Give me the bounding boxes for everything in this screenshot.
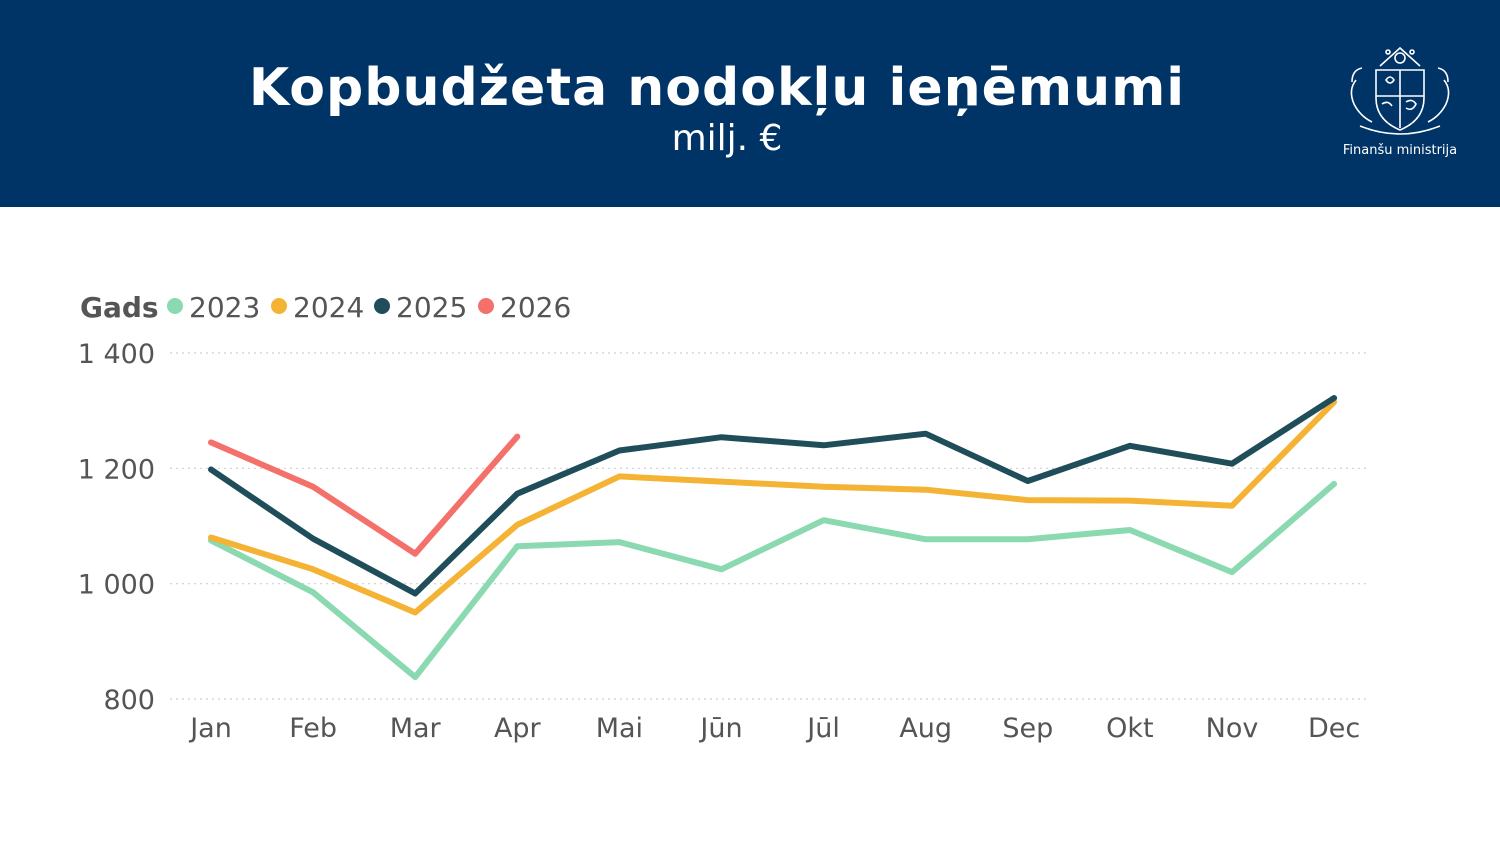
x-tick-label: Dec xyxy=(1308,713,1360,744)
x-tick-label: Sep xyxy=(1002,713,1053,744)
series-lines xyxy=(208,395,1338,681)
x-axis-ticks: Jan Feb Mar Apr Mai Jūn Jūl Aug Sep Okt Nov Dec xyxy=(188,713,1360,744)
x-tick-label: Aug xyxy=(899,713,952,744)
y-tick-label: 800 xyxy=(103,685,155,716)
legend-marker-2025 xyxy=(374,298,390,314)
y-tick-label: 1 400 xyxy=(78,339,155,370)
x-tick-label: Feb xyxy=(289,713,337,744)
legend-title: Gads xyxy=(80,291,159,324)
legend: Gads 2023 2024 2025 2026 xyxy=(80,291,571,324)
x-tick-label: Mar xyxy=(390,713,442,744)
legend-marker-2024 xyxy=(271,298,287,314)
coat-of-arms-icon xyxy=(1350,46,1450,135)
header-banner: Kopbudžeta nodokļu ieņēmumi milj. € xyxy=(0,0,1500,207)
legend-label-2025: 2025 xyxy=(396,291,467,324)
series-line-2023 xyxy=(208,480,1338,681)
x-tick-label: Mai xyxy=(596,713,643,744)
line-chart: Gads 2023 2024 2025 2026 800 1 000 1 200 1 400… xyxy=(78,291,1370,744)
gridlines xyxy=(170,352,1370,700)
y-axis-ticks: 800 1 000 1 200 1 400 xyxy=(78,339,155,716)
x-tick-label: Jan xyxy=(188,713,232,744)
y-tick-label: 1 000 xyxy=(78,570,155,601)
legend-marker-2026 xyxy=(478,298,494,314)
ministry-logo: Finanšu ministrija xyxy=(1330,40,1470,165)
page-title: Kopbudžeta nodokļu ieņēmumi xyxy=(248,58,1186,118)
legend-label-2024: 2024 xyxy=(293,291,364,324)
series-line-2024 xyxy=(208,399,1338,616)
legend-label-2023: 2023 xyxy=(189,291,260,324)
y-tick-label: 1 200 xyxy=(78,454,155,485)
series-line-2026 xyxy=(208,433,521,557)
x-tick-label: Jūl xyxy=(805,713,840,744)
page-subtitle: milj. € xyxy=(671,118,783,159)
legend-label-2026: 2026 xyxy=(500,291,571,324)
x-tick-label: Okt xyxy=(1106,713,1153,744)
legend-marker-2023 xyxy=(167,298,183,314)
series-line-2025 xyxy=(208,395,1338,597)
x-tick-label: Apr xyxy=(494,713,542,744)
x-tick-label: Jūn xyxy=(698,713,742,744)
x-tick-label: Nov xyxy=(1206,713,1259,744)
logo-text: Finanšu ministrija xyxy=(1342,143,1458,158)
